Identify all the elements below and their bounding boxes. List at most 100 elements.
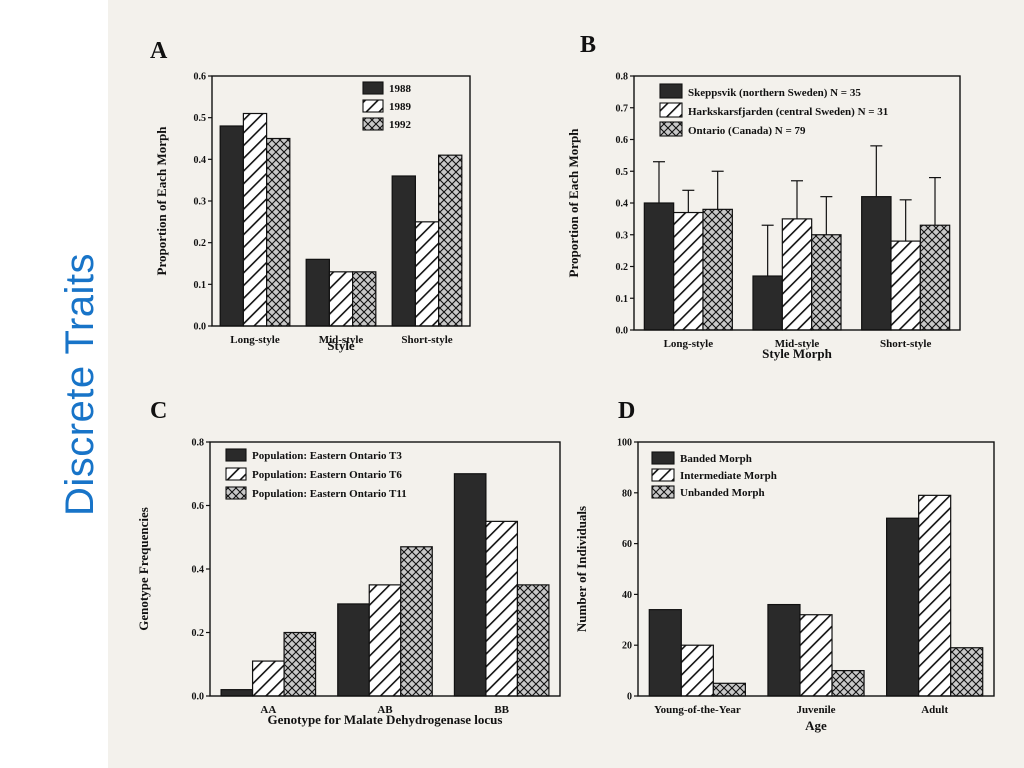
panel-c-bar bbox=[283, 631, 317, 697]
panel-c-legend-swatch bbox=[225, 486, 247, 500]
panel-b-y-tick-label: 0.6 bbox=[616, 135, 629, 146]
panel-b-bar bbox=[781, 218, 813, 331]
panel-c-y-tick-label: 0.4 bbox=[192, 565, 205, 576]
panel-c-legend-label: Population: Eastern Ontario T6 bbox=[252, 469, 402, 481]
panel-d-y-tick-label: 40 bbox=[622, 590, 632, 601]
scanned-figure: A Long-style Mid-style Short-style 0.0 0.1 0.2… bbox=[108, 0, 1024, 768]
panel-c-legend-swatch bbox=[225, 467, 247, 481]
panel-b-y-tick-label: 0.7 bbox=[616, 103, 629, 114]
panel-c-category-label: AB bbox=[377, 704, 393, 716]
panel-c-legend-label: Population: Eastern Ontario T3 bbox=[252, 450, 402, 462]
panel-a-bar bbox=[328, 271, 354, 327]
panel-b-legend-swatch bbox=[659, 121, 683, 137]
panel-a-bar bbox=[242, 112, 268, 327]
panel-a-legend-swatch bbox=[362, 117, 384, 131]
figure-svg: A Long-style Mid-style Short-style 0.0 0.1 0.2… bbox=[136, 32, 995, 733]
panel-c-legend-label: Population: Eastern Ontario T11 bbox=[252, 488, 407, 500]
panel-b-y-tick-label: 0.1 bbox=[616, 294, 629, 305]
panel-a: A Long-style Mid-style Short-style 0.0 0.1 0.2… bbox=[150, 38, 471, 353]
panel-d-legend-label: Unbanded Morph bbox=[680, 487, 765, 499]
panel-d-legend-swatch bbox=[651, 451, 675, 465]
panel-d-bar bbox=[648, 609, 682, 697]
panel-b: B Long-style Mid-style Short-style 0.0 0.1 0.2… bbox=[566, 32, 961, 361]
panel-d-legend-swatch bbox=[651, 468, 675, 482]
panel-a-bar bbox=[219, 125, 244, 327]
panel-a-legend-swatch bbox=[362, 81, 384, 95]
panel-a-y-tick-label: 0.4 bbox=[194, 155, 207, 166]
panel-b-bar bbox=[811, 234, 842, 331]
panel-b-bar bbox=[861, 196, 892, 331]
panel-d-bar bbox=[950, 647, 984, 697]
panel-b-bar bbox=[752, 275, 783, 331]
panel-d-x-axis-title: Age bbox=[805, 718, 827, 733]
slide-title-container: Discrete Traits bbox=[56, 0, 106, 768]
panel-a-bar bbox=[266, 137, 291, 327]
panel-b-category-label: Mid-style bbox=[775, 338, 820, 350]
panel-d-category-label: Juvenile bbox=[796, 704, 835, 716]
panel-a-legend-label: 1989 bbox=[389, 101, 412, 113]
panel-a-y-tick-label: 0.6 bbox=[194, 72, 207, 83]
panel-d-letter: D bbox=[618, 398, 635, 424]
panel-c-legend-swatch bbox=[225, 448, 247, 462]
panel-b-y-tick-label: 0.3 bbox=[616, 230, 629, 241]
panel-b-bar bbox=[673, 211, 704, 331]
panel-b-legend-swatch bbox=[659, 102, 683, 118]
panel-d-y-tick-label: 20 bbox=[622, 641, 632, 652]
panel-c-category-label: BB bbox=[494, 704, 509, 716]
panel-a-y-tick-label: 0.5 bbox=[194, 113, 207, 124]
panel-d-bar bbox=[712, 682, 746, 697]
panel-d-bar bbox=[799, 614, 833, 697]
panel-d-y-tick-label: 100 bbox=[617, 438, 632, 449]
panel-c-bar bbox=[368, 584, 402, 697]
panel-b-legend-label: Ontario (Canada) N = 79 bbox=[688, 125, 806, 137]
panel-d-bar bbox=[886, 517, 920, 697]
panel-b-bar bbox=[890, 240, 921, 331]
panel-b-legend-swatch bbox=[659, 83, 683, 99]
panel-d-y-tick-label: 60 bbox=[622, 539, 632, 550]
panel-a-x-axis-title: Style bbox=[327, 338, 355, 353]
panel-a-letter: A bbox=[150, 38, 168, 64]
slide-title: Discrete Traits bbox=[58, 252, 103, 516]
panel-a-bar bbox=[305, 258, 330, 327]
panel-a-y-tick-label: 0.2 bbox=[194, 238, 207, 249]
panel-d-y-tick-label: 80 bbox=[622, 488, 632, 499]
panel-c-letter: C bbox=[150, 398, 167, 424]
panel-c-bar bbox=[251, 660, 285, 697]
panel-a-legend-label: 1992 bbox=[389, 119, 412, 131]
panel-b-letter: B bbox=[580, 32, 596, 58]
panel-c-y-tick-label: 0.6 bbox=[192, 501, 205, 512]
panel-c-bar bbox=[453, 473, 487, 697]
panel-c-bar bbox=[516, 584, 550, 697]
panel-c-bar bbox=[485, 520, 519, 697]
panel-b-bar bbox=[919, 224, 951, 331]
panel-d: D Young-of-the-Year Juvenile Adult 0 20 40 60 80… bbox=[574, 398, 995, 733]
panel-b-bar bbox=[643, 202, 675, 331]
panel-b-x-axis-title: Style Morph bbox=[762, 346, 832, 361]
panel-c-category-label: AA bbox=[260, 704, 276, 716]
panel-c-y-tick-label: 0.8 bbox=[192, 438, 205, 449]
panel-a-legend-swatch bbox=[362, 99, 384, 113]
panel-d-legend-label: Intermediate Morph bbox=[680, 470, 777, 482]
panel-a-category-label: Long-style bbox=[230, 334, 280, 346]
panel-d-bar bbox=[918, 494, 952, 697]
panel-b-y-tick-label: 0.2 bbox=[616, 262, 629, 273]
panel-c-x-axis-title: Genotype for Malate Dehydrogenase locus bbox=[268, 712, 503, 727]
panel-a-bar bbox=[438, 154, 463, 327]
panel-a-bar bbox=[391, 175, 416, 327]
panel-c-bar bbox=[220, 689, 254, 697]
panel-c-y-tick-label: 0.0 bbox=[192, 692, 205, 703]
panel-a-y-axis-title: Proportion of Each Morph bbox=[154, 126, 169, 276]
panel-b-y-axis-title: Proportion of Each Morph bbox=[566, 128, 581, 278]
panel-c: C AA AB BB 0.0 0.2 0.4 0.6 0.8 Genotype for Malat… bbox=[136, 398, 561, 727]
panel-b-legend-label: Harkskarsfjarden (central Sweden) N = 31 bbox=[688, 106, 888, 118]
panel-b-category-label: Long-style bbox=[664, 338, 714, 350]
panel-d-bar bbox=[767, 603, 801, 697]
panel-d-category-label: Adult bbox=[921, 704, 948, 716]
panel-b-y-tick-label: 0.5 bbox=[616, 167, 629, 178]
panel-d-frame bbox=[637, 441, 995, 697]
panel-b-y-tick-label: 0.4 bbox=[616, 199, 629, 210]
panel-d-legend-label: Banded Morph bbox=[680, 453, 752, 465]
panel-c-bar bbox=[337, 603, 370, 697]
panel-c-bar bbox=[400, 546, 433, 697]
panel-b-y-tick-label: 0.0 bbox=[616, 326, 629, 337]
